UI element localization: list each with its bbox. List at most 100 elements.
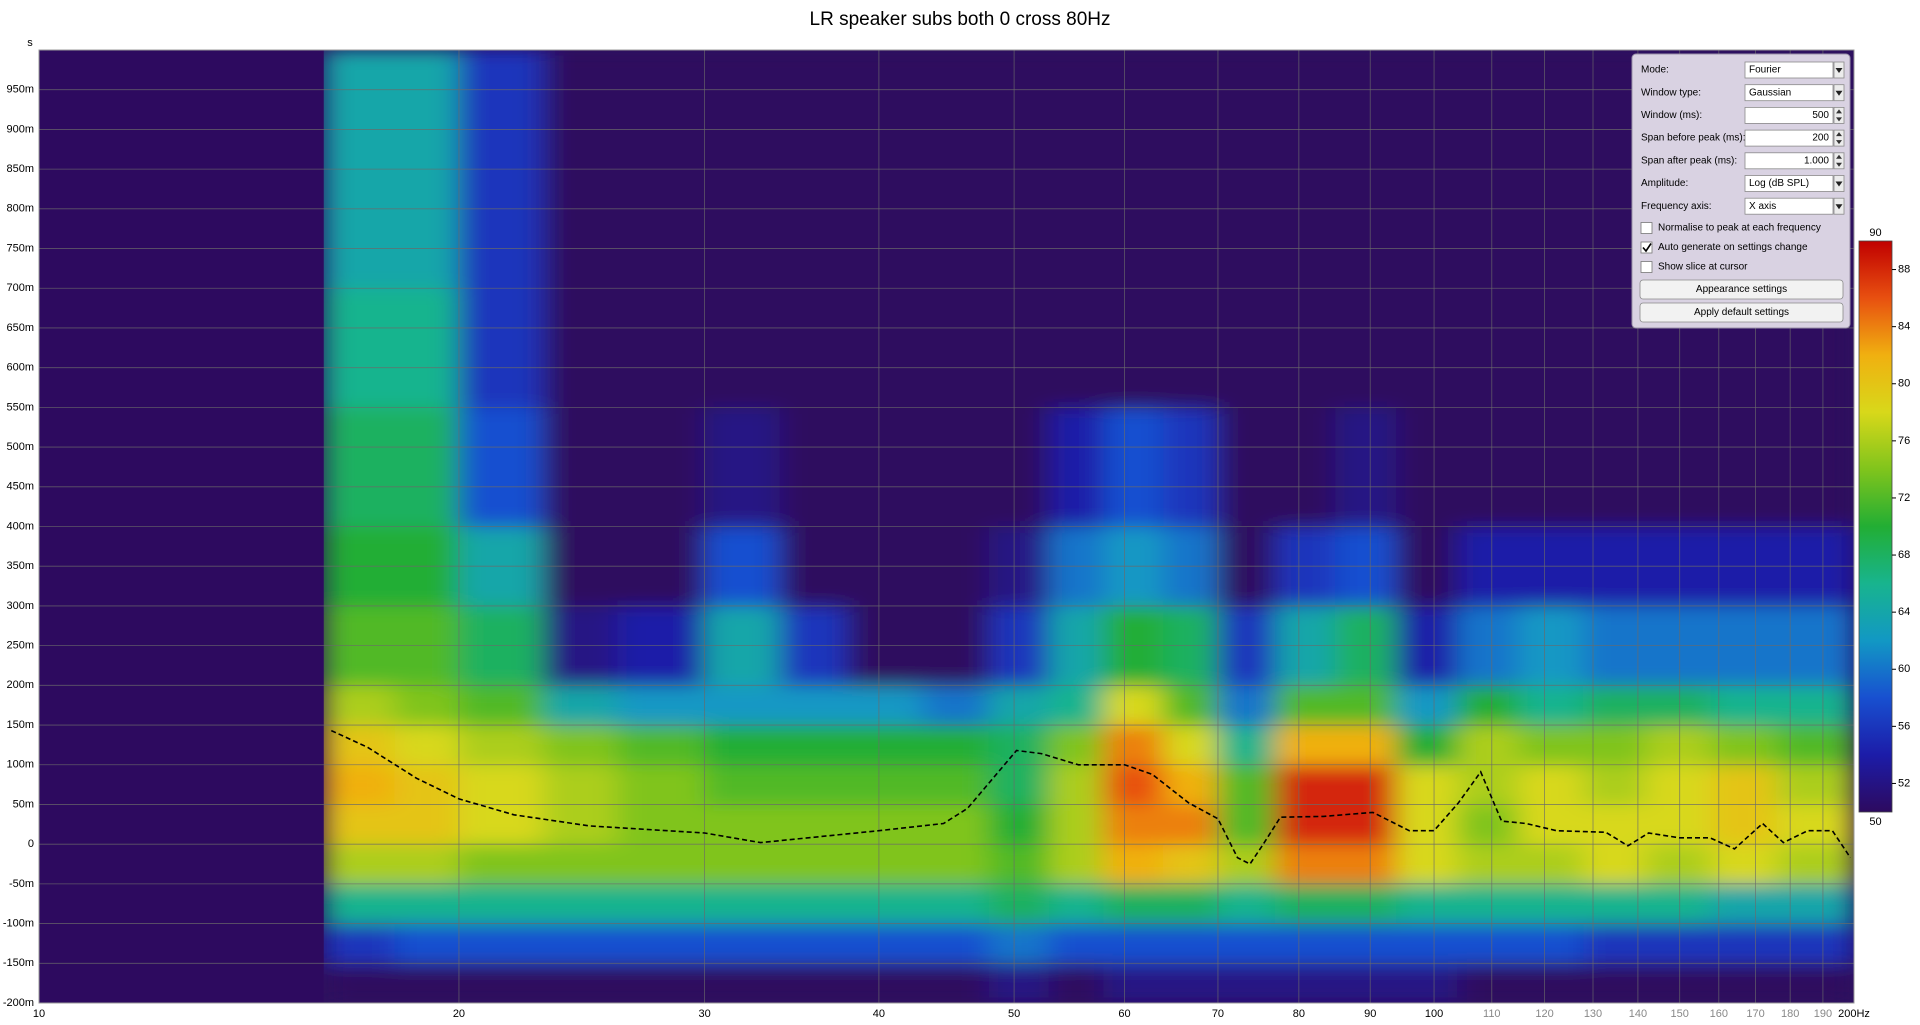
y-tick-label: 650m xyxy=(6,322,34,334)
colorbar-tick-label: 88 xyxy=(1898,263,1910,275)
heat-cell xyxy=(458,803,545,845)
heat-cell xyxy=(1457,923,1520,964)
heat-cell xyxy=(1103,923,1165,964)
heat-cell xyxy=(1583,843,1647,885)
heat-cell xyxy=(1275,803,1337,845)
heat-cell xyxy=(1710,684,1778,726)
checkbox-label: Show slice at cursor xyxy=(1658,262,1748,273)
heat-cell xyxy=(1217,724,1277,766)
heat-cell xyxy=(1335,803,1398,845)
button[interactable] xyxy=(1639,302,1844,323)
y-tick-label: 450m xyxy=(6,481,34,493)
field-box[interactable] xyxy=(1744,61,1834,79)
heat-cell xyxy=(543,803,619,845)
chart-title: LR speaker subs both 0 cross 80Hz xyxy=(810,9,1111,30)
heat-cell xyxy=(1217,684,1277,726)
field-label: Span after peak (ms): xyxy=(1641,155,1737,166)
checkbox[interactable] xyxy=(1640,241,1653,254)
heat-cell xyxy=(922,923,990,964)
field-button[interactable] xyxy=(1833,107,1845,124)
x-tick-label: 140 xyxy=(1629,1008,1647,1020)
heat-cell xyxy=(779,883,849,925)
field-box[interactable] xyxy=(1744,175,1834,192)
field-box[interactable] xyxy=(1744,84,1834,102)
y-unit: s xyxy=(27,37,33,49)
spin-arrows xyxy=(1836,132,1842,145)
heat-cell xyxy=(323,764,396,805)
colorbar-tick-label: 72 xyxy=(1898,492,1910,504)
heat-cell xyxy=(988,923,1050,964)
heat-cell xyxy=(1583,923,1647,964)
spin-arrows xyxy=(1836,109,1842,122)
heat-cell xyxy=(1518,287,1585,408)
heat-cell xyxy=(1710,724,1778,766)
heat-cell xyxy=(1518,843,1585,885)
field-label: Mode: xyxy=(1641,65,1669,76)
heat-cell xyxy=(1457,684,1520,726)
heat-cell xyxy=(922,764,990,805)
heat-cell xyxy=(704,724,781,766)
heat-cell xyxy=(1710,843,1778,885)
x-tick-label: 130 xyxy=(1584,1008,1602,1020)
heat-cell xyxy=(1396,684,1459,726)
heat-cell xyxy=(617,684,706,726)
field-button[interactable] xyxy=(1833,129,1845,147)
heat-cell xyxy=(394,962,460,1003)
field-box[interactable] xyxy=(1744,107,1834,124)
heat-cell xyxy=(323,406,396,527)
field-box[interactable] xyxy=(1744,152,1834,170)
heat-cell xyxy=(543,724,619,766)
heat-cell xyxy=(1457,764,1520,805)
y-tick-label: 600m xyxy=(6,362,34,374)
heat-cell xyxy=(1103,843,1165,885)
heat-cell xyxy=(1776,803,1854,845)
heat-cell xyxy=(779,962,849,1003)
heat-cell xyxy=(922,843,990,885)
heat-cell xyxy=(1396,843,1459,885)
heat-cell xyxy=(704,843,781,885)
heat-cell xyxy=(1396,764,1459,805)
heat-cell xyxy=(1048,724,1105,766)
button[interactable] xyxy=(1639,279,1844,300)
x-tick-label: 150 xyxy=(1671,1008,1689,1020)
dropdown-arrow xyxy=(1835,90,1843,96)
heat-cell xyxy=(1457,803,1520,845)
x-tick-label: 60 xyxy=(1118,1008,1130,1020)
heat-cell xyxy=(458,843,545,885)
heat-cell xyxy=(394,287,460,408)
heat-cell xyxy=(779,684,849,726)
x-tick-label: 160 xyxy=(1710,1008,1728,1020)
heat-cell xyxy=(1583,883,1647,925)
field-button[interactable] xyxy=(1833,152,1845,170)
heat-cell xyxy=(1217,883,1277,925)
field-box[interactable] xyxy=(1744,129,1834,147)
heat-cell xyxy=(1163,724,1219,766)
heat-cell xyxy=(1335,684,1398,726)
heat-cell xyxy=(922,724,990,766)
heat-cell xyxy=(1217,962,1277,1003)
heat-cell xyxy=(394,883,460,925)
heat-cell xyxy=(922,962,990,1003)
button-label: Appearance settings xyxy=(1696,284,1787,295)
checkbox[interactable] xyxy=(1640,261,1653,273)
checkbox[interactable] xyxy=(1640,222,1653,234)
checkbox-label: Auto generate on settings change xyxy=(1658,242,1808,253)
heat-cell xyxy=(394,724,460,766)
heat-cell xyxy=(1583,764,1647,805)
heat-cell xyxy=(1710,883,1778,925)
heat-cell xyxy=(847,883,924,925)
heat-cell xyxy=(1103,883,1165,925)
heat-cell xyxy=(1710,923,1778,964)
y-tick-label: 100m xyxy=(6,759,34,771)
heat-cell xyxy=(1396,406,1459,527)
heat-cell xyxy=(1103,724,1165,766)
y-tick-label: 950m xyxy=(6,84,34,96)
field-label: Span before peak (ms): xyxy=(1641,133,1746,144)
dropdown-arrow xyxy=(1835,181,1843,187)
field-box[interactable] xyxy=(1744,197,1834,215)
y-tick-label: 700m xyxy=(6,282,34,294)
heat-cell xyxy=(1710,803,1778,845)
heat-cell xyxy=(1163,962,1219,1003)
heat-cell xyxy=(1217,843,1277,885)
heat-cell xyxy=(1103,764,1165,805)
